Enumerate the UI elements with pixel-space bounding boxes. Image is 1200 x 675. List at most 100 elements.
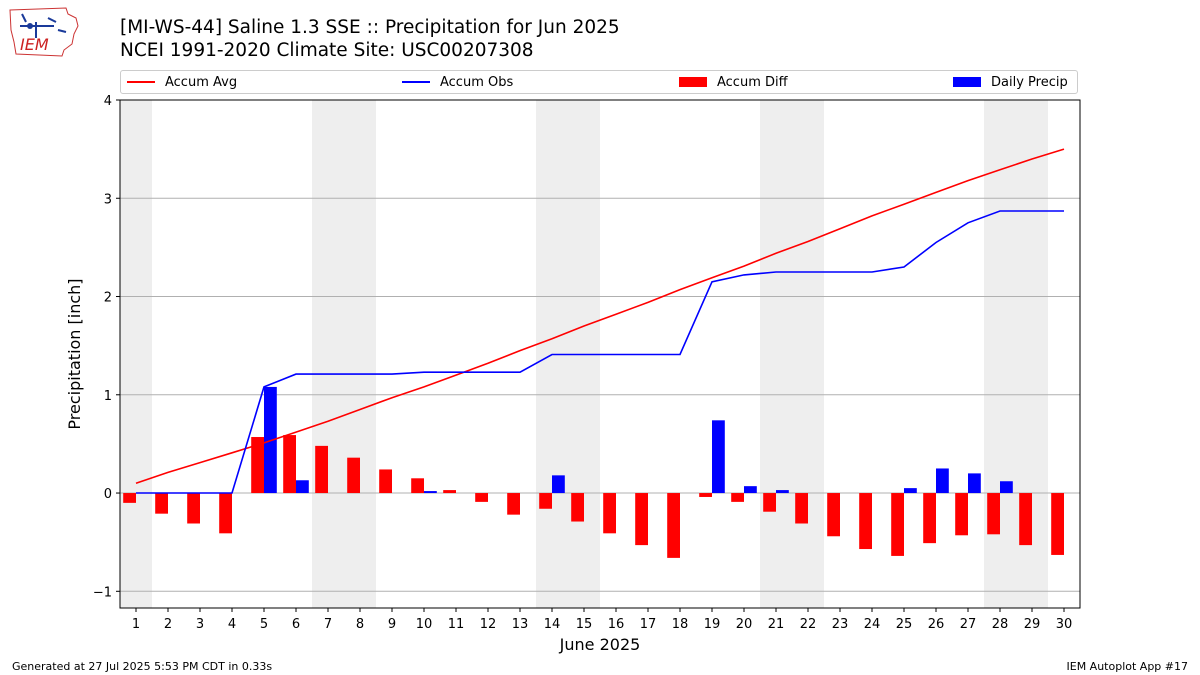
accum-diff-bar-day-12 <box>475 493 488 502</box>
x-tick-label-5: 5 <box>260 617 268 632</box>
x-tick-label-12: 12 <box>480 617 497 632</box>
x-tick-label-20: 20 <box>736 617 753 632</box>
accum-diff-bar-day-24 <box>859 493 872 550</box>
y-tick-label-2: 2 <box>104 291 112 306</box>
accum-diff-bar-day-28 <box>987 493 1000 535</box>
accum-diff-bar-day-18 <box>667 493 680 558</box>
x-tick-label-18: 18 <box>672 617 689 632</box>
accum-diff-bar-day-19 <box>699 493 712 497</box>
accum-diff-bar-day-20 <box>731 493 744 502</box>
legend-label-accum-avg: Accum Avg <box>165 74 238 90</box>
accum-diff-bar-day-11 <box>443 490 456 494</box>
logo-text: IEM <box>20 35 49 54</box>
legend: Accum Avg Accum Obs Accum Diff Daily Pre… <box>120 70 1078 94</box>
accum-diff-bar-day-2 <box>155 493 168 514</box>
accum-diff-bar-day-29 <box>1019 493 1032 546</box>
x-tick-label-27: 27 <box>960 617 977 632</box>
x-axis-ticks: 1 2 3 4 5 6 7 8 9 10 11 12 13 14 15 16 17 18 19 20 21 22 23 24 2… <box>132 608 1072 632</box>
daily-precip-bar-day-14 <box>552 475 565 494</box>
weekend-bands <box>120 100 1048 608</box>
x-tick-label-17: 17 <box>640 617 657 632</box>
y-tick-label-0: 0 <box>104 487 112 502</box>
weekend-band-day-8 <box>344 100 376 608</box>
x-tick-label-7: 7 <box>324 617 332 632</box>
x-tick-label-2: 2 <box>164 617 172 632</box>
legend-label-accum-diff: Accum Diff <box>717 74 788 90</box>
accum-obs-line <box>136 210 1064 494</box>
x-tick-label-9: 9 <box>388 617 396 632</box>
x-tick-label-4: 4 <box>228 617 236 632</box>
daily-precip-bar-day-28 <box>1000 481 1013 494</box>
x-tick-label-6: 6 <box>292 617 300 632</box>
daily-precip-bar-day-25 <box>904 488 917 494</box>
iowa-outline-icon <box>9 7 79 57</box>
x-tick-label-19: 19 <box>704 617 721 632</box>
weekend-band-day-21 <box>760 100 792 608</box>
accum-diff-bar-day-7 <box>315 445 328 494</box>
x-axis-label: June 2025 <box>559 635 641 654</box>
weekend-band-day-7 <box>312 100 344 608</box>
iem-logo: IEM <box>9 7 79 57</box>
x-tick-label-15: 15 <box>576 617 593 632</box>
daily-precip-bar-day-19 <box>712 420 725 494</box>
weather-station-icon <box>20 13 67 38</box>
accum-diff-bars <box>123 435 1064 558</box>
accum-lines <box>135 148 1065 494</box>
legend-label-daily-precip: Daily Precip <box>991 74 1068 90</box>
daily-precip-bar-day-6 <box>296 480 309 494</box>
x-tick-label-3: 3 <box>196 617 204 632</box>
daily-precip-bar-day-20 <box>744 486 757 494</box>
accum-diff-bar-day-16 <box>603 493 616 534</box>
accum-diff-bar-day-10 <box>411 478 424 494</box>
legend-label-accum-obs: Accum Obs <box>440 74 514 90</box>
accum-avg-line <box>135 148 1065 484</box>
legend-swatch-accum-obs <box>402 81 430 83</box>
y-tick-label-1: 1 <box>104 389 112 404</box>
weekend-band-day-22 <box>792 100 824 608</box>
accum-diff-bar-day-6 <box>283 435 296 494</box>
legend-item-accum-diff: Accum Diff <box>679 74 788 90</box>
weekend-band-day-1 <box>120 100 152 608</box>
x-tick-label-25: 25 <box>896 617 913 632</box>
x-tick-label-13: 13 <box>512 617 529 632</box>
x-tick-label-29: 29 <box>1024 617 1041 632</box>
x-tick-label-30: 30 <box>1056 617 1073 632</box>
daily-precip-bar-day-27 <box>968 473 981 494</box>
x-tick-label-23: 23 <box>832 617 849 632</box>
accum-diff-bar-day-17 <box>635 493 648 546</box>
station-dot-icon <box>27 23 33 29</box>
accum-diff-bar-day-3 <box>187 493 200 524</box>
legend-item-daily-precip: Daily Precip <box>953 74 1068 90</box>
x-tick-label-8: 8 <box>356 617 364 632</box>
y-tick-label--1: −1 <box>93 585 112 600</box>
chart-subtitle: NCEI 1991-2020 Climate Site: USC00207308 <box>120 40 534 61</box>
x-tick-label-21: 21 <box>768 617 785 632</box>
accum-diff-bar-day-21 <box>763 493 776 512</box>
legend-item-accum-obs: Accum Obs <box>402 74 513 90</box>
generated-footer: Generated at 27 Jul 2025 5:53 PM CDT in … <box>12 660 273 673</box>
legend-swatch-daily-precip <box>953 77 981 87</box>
y-axis-ticks: −1 0 1 2 3 4 <box>93 94 120 600</box>
x-tick-label-28: 28 <box>992 617 1009 632</box>
x-tick-label-10: 10 <box>416 617 433 632</box>
x-tick-label-22: 22 <box>800 617 817 632</box>
accum-diff-bar-day-8 <box>347 457 360 494</box>
accum-diff-bar-day-27 <box>955 493 968 536</box>
legend-swatch-accum-avg <box>127 81 155 83</box>
accum-diff-bar-day-4 <box>219 493 232 534</box>
x-tick-label-14: 14 <box>544 617 561 632</box>
accum-diff-bar-day-9 <box>379 469 392 494</box>
x-tick-label-11: 11 <box>448 617 465 632</box>
accum-diff-bar-day-22 <box>795 493 808 524</box>
plot-frame <box>119 99 1081 609</box>
accum-diff-bar-day-26 <box>923 493 936 544</box>
y-tick-label-3: 3 <box>104 192 112 207</box>
app-footer: IEM Autoplot App #17 <box>1066 660 1189 673</box>
accum-diff-bar-day-1 <box>123 493 136 503</box>
accum-diff-bar-day-30 <box>1051 493 1064 555</box>
accum-diff-bar-day-23 <box>827 493 840 537</box>
legend-swatch-accum-diff <box>679 77 707 87</box>
accum-diff-bar-day-15 <box>571 493 584 522</box>
daily-precip-bar-day-10 <box>424 491 437 494</box>
